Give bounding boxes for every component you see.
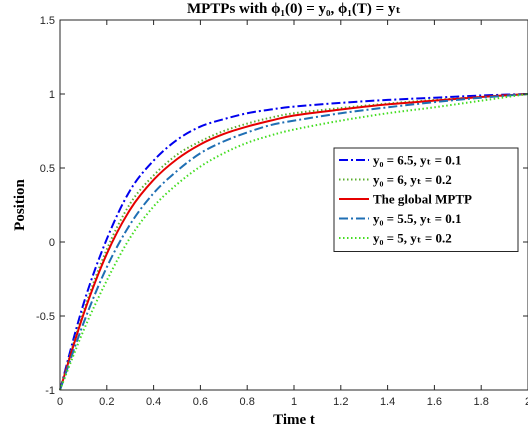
y-tick-label: 1.5: [40, 15, 55, 27]
legend-entry-label: y₀ = 5.5, yₜ = 0.1: [373, 211, 462, 226]
x-tick-label: 0.6: [193, 396, 208, 408]
y-tick-label: -0.5: [36, 311, 55, 323]
y-tick-label: -1: [45, 385, 55, 397]
ticks-layer: 0 0.2 0.4 0.6 0.8 1 1.2 1.4 1.6 1.8 2 -1 -0.5 0 0.5 1 1.…: [36, 15, 528, 408]
x-tick-label: 1.4: [380, 396, 395, 408]
legend: y₀ = 6.5, yₜ = 0.1 y₀ = 6, yₜ = 0.2 The gl…: [333, 147, 519, 252]
legend-entry-label: y₀ = 5, yₜ = 0.2: [373, 231, 452, 246]
x-tick-label: 1.2: [333, 396, 348, 408]
legend-entry-label: The global MPTP: [373, 192, 472, 207]
x-tick-label: 1.6: [427, 396, 442, 408]
x-axis-label: Time t: [273, 412, 315, 428]
x-tick-label: 2: [525, 396, 528, 408]
series-line-4: [59, 93, 528, 391]
legend-entry-label: y₀ = 6, yₜ = 0.2: [373, 172, 452, 187]
y-axis-label: Position: [12, 179, 28, 231]
chart-title: MPTPs with ϕ₁(0) = y₀, ϕ₁(T) = yₜ: [187, 1, 401, 17]
series-layer: [59, 93, 528, 391]
legend-entry-label: y₀ = 6.5, yₜ = 0.1: [373, 153, 462, 168]
series-line-1: [59, 93, 528, 391]
y-tick-label: 1: [49, 89, 55, 101]
x-tick-label: 1.8: [474, 396, 489, 408]
x-tick-label: 0.4: [146, 396, 161, 408]
y-tick-label: 0.5: [40, 163, 55, 175]
x-tick-label: 0.8: [240, 396, 255, 408]
series-line-3: [59, 93, 528, 391]
y-tick-label: 0: [49, 237, 55, 249]
x-tick-label: 0: [57, 396, 63, 408]
x-tick-label: 1: [291, 396, 297, 408]
series-line-5: [59, 93, 528, 391]
x-tick-label: 0.2: [99, 396, 114, 408]
